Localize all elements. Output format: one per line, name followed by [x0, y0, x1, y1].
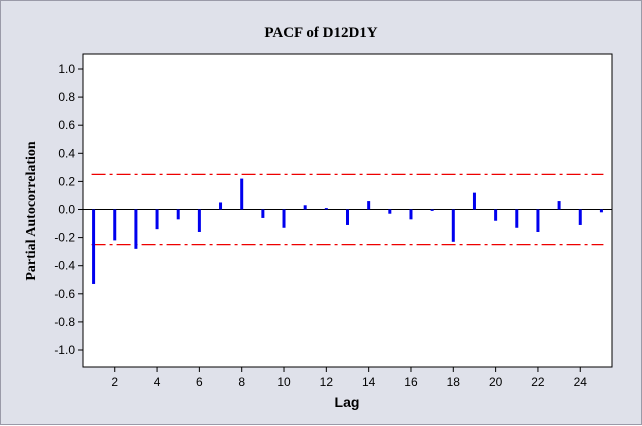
pacf-bar-lag-16	[409, 209, 413, 220]
y-tick-label: 0.8	[58, 90, 75, 104]
x-axis-label: Lag	[335, 394, 360, 410]
pacf-bar-lag-14	[367, 201, 371, 210]
pacf-bar-lag-1	[92, 209, 96, 284]
chart-title: PACF of D12D1Y	[264, 25, 377, 41]
pacf-bar-lag-17	[430, 209, 434, 211]
significance-limits	[91, 173, 604, 246]
y-tick-label: -0.4	[54, 259, 75, 273]
y-tick-label: -0.6	[54, 287, 75, 301]
y-tick-label: 1.0	[58, 62, 75, 76]
y-tick-label: 0.0	[58, 203, 75, 217]
pacf-bar-lag-21	[515, 209, 519, 228]
pacf-bar-lag-22	[536, 209, 540, 232]
pacf-bar-lag-15	[388, 209, 392, 214]
pacf-bar-lag-5	[176, 209, 180, 220]
y-tick-label: 0.4	[58, 146, 75, 160]
pacf-bar-lag-25	[599, 209, 603, 213]
pacf-bar-lag-4	[155, 209, 159, 230]
x-tick-label: 10	[277, 375, 291, 389]
y-tick-label: -1.0	[54, 343, 75, 357]
x-tick-label: 14	[362, 375, 376, 389]
pacf-bar-lag-9	[261, 209, 265, 218]
bars	[92, 178, 603, 284]
y-axis: 1.0 0.8 0.6 0.4 0.2 0.0 -0.2 -0.4 -0.6 -0.8 -1.0	[54, 62, 83, 357]
pacf-bar-lag-8	[240, 178, 244, 210]
pacf-bar-lag-18	[451, 209, 455, 242]
y-tick-label: -0.2	[54, 231, 75, 245]
x-tick-label: 20	[489, 375, 503, 389]
pacf-bar-lag-11	[303, 205, 307, 210]
x-tick-label: 6	[196, 375, 203, 389]
pacf-bar-lag-13	[346, 209, 349, 225]
pacf-bar-lag-6	[197, 209, 201, 232]
pacf-bar-lag-2	[113, 209, 117, 241]
x-tick-label: 22	[531, 375, 545, 389]
pacf-bar-lag-7	[219, 202, 223, 210]
x-axis: 2 4 6 8 10 12 14 16 18 20 22 24	[111, 367, 587, 389]
pacf-bar-lag-19	[472, 192, 476, 210]
y-tick-label: 0.2	[58, 174, 75, 188]
x-tick-label: 16	[404, 375, 418, 389]
x-tick-label: 18	[447, 375, 461, 389]
pacf-bar-lag-20	[494, 209, 498, 221]
pacf-bar-lag-12	[324, 208, 328, 210]
y-tick-label: 0.6	[58, 118, 75, 132]
pacf-bar-lag-23	[557, 201, 561, 210]
x-tick-label: 4	[154, 375, 161, 389]
x-tick-label: 24	[574, 375, 588, 389]
x-tick-label: 12	[320, 375, 334, 389]
pacf-bar-lag-3	[134, 209, 138, 249]
x-tick-label: 8	[238, 375, 245, 389]
pacf-bar-lag-24	[578, 209, 582, 225]
y-axis-label: Partial Autocorrelation	[24, 141, 39, 281]
pacf-bar-lag-10	[282, 209, 286, 228]
y-tick-label: -0.8	[54, 315, 75, 329]
x-tick-label: 2	[111, 375, 118, 389]
